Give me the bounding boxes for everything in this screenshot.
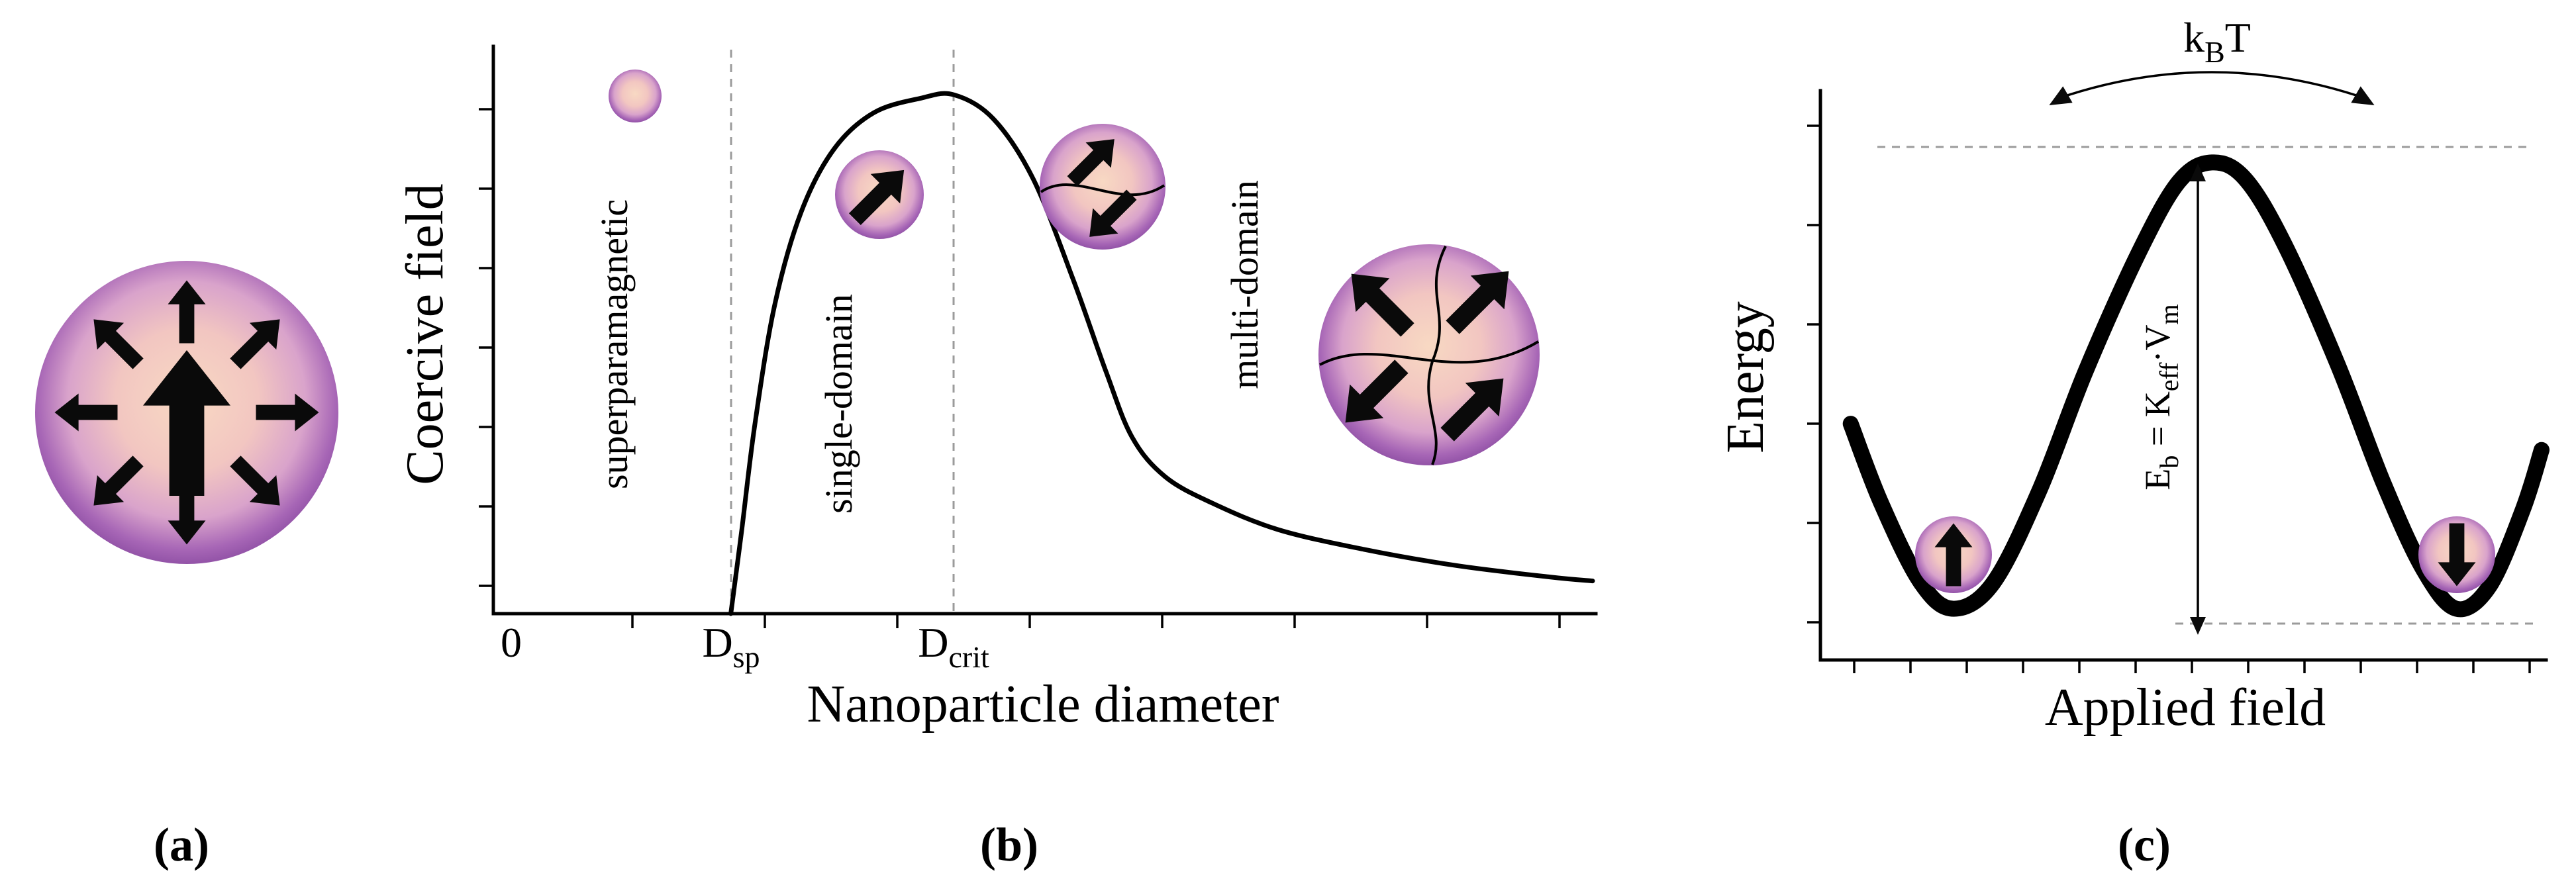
region-label-single-domain: single-domain bbox=[817, 294, 860, 514]
b-y-axis-label: Coercive field bbox=[396, 183, 454, 485]
eb-eq-k: = K bbox=[2138, 391, 2177, 455]
spin-up-particle bbox=[1915, 516, 1992, 593]
eb-v: ·V bbox=[2138, 325, 2177, 363]
b-x-axis-label: Nanoparticle diameter bbox=[807, 675, 1279, 733]
eb-eff-sub: eff bbox=[2154, 362, 2184, 391]
eb-m-sub: m bbox=[2154, 304, 2184, 324]
panel-b: superparamagnetic single-domain multi-do… bbox=[396, 44, 1598, 871]
kbt-arc bbox=[2059, 71, 2365, 99]
dsp-base: D bbox=[702, 619, 732, 666]
domain-wall bbox=[1427, 361, 1438, 465]
eb-e: E bbox=[2138, 469, 2177, 491]
b-x-ticks bbox=[631, 614, 1561, 628]
c-y-ticks bbox=[1807, 124, 1820, 624]
superparamagnetic-particle-large bbox=[35, 261, 338, 564]
kbt-t: T bbox=[2225, 14, 2251, 61]
multi-domain-particle bbox=[1318, 244, 1540, 465]
kbt-k: k bbox=[2183, 14, 2204, 61]
dsp-sub: sp bbox=[733, 640, 760, 674]
dcrit-sub: crit bbox=[948, 640, 989, 674]
b-axes bbox=[491, 44, 1598, 616]
superparamagnetic-particle-small bbox=[609, 70, 662, 122]
arc-arrowhead-left-icon bbox=[2044, 86, 2073, 114]
domain-wall bbox=[1040, 183, 1165, 197]
coercivity-curve bbox=[728, 91, 1595, 616]
panel-label-b: (b) bbox=[980, 818, 1038, 871]
panel-label-c: (c) bbox=[2118, 818, 2171, 871]
two-domain-particle bbox=[1040, 124, 1165, 250]
dcrit-base: D bbox=[918, 619, 948, 666]
b-dsp-tick-label: Dsp bbox=[702, 619, 760, 674]
nanoparticle-sphere bbox=[1040, 124, 1165, 250]
nanoparticle-sphere bbox=[609, 70, 662, 122]
domain-wall bbox=[1431, 246, 1447, 362]
region-label-multi-domain: multi-domain bbox=[1223, 180, 1266, 389]
c-y-axis-label: Energy bbox=[1716, 301, 1775, 453]
b-dcrit-tick-label: Dcrit bbox=[918, 619, 989, 674]
c-x-axis-label: Applied field bbox=[2045, 679, 2326, 737]
spin-down-particle bbox=[2418, 516, 2495, 593]
panel-c: kBT Eb = Keff·Vm Energy Applied field (c… bbox=[1716, 14, 2550, 871]
eb-b-sub: b bbox=[2154, 455, 2184, 469]
c-x-ticks bbox=[1853, 660, 2531, 673]
b-origin-tick-label: 0 bbox=[501, 619, 522, 666]
kbt-label: kBT bbox=[2183, 14, 2251, 69]
region-label-superparamagnetic: superparamagnetic bbox=[593, 199, 636, 489]
eb-label: Eb = Keff·Vm bbox=[2138, 304, 2184, 490]
panel-a: (a) bbox=[35, 261, 338, 871]
domain-wall bbox=[1319, 340, 1540, 366]
panel-label-a: (a) bbox=[154, 818, 209, 871]
kbt-b-sub: B bbox=[2204, 35, 2225, 69]
barrier-arrowhead-bottom-icon bbox=[2190, 617, 2206, 635]
b-y-ticks bbox=[479, 108, 493, 587]
arc-arrowhead-right-icon bbox=[2351, 86, 2379, 114]
energy-curve bbox=[1842, 154, 2550, 618]
single-domain-particle bbox=[835, 150, 924, 239]
